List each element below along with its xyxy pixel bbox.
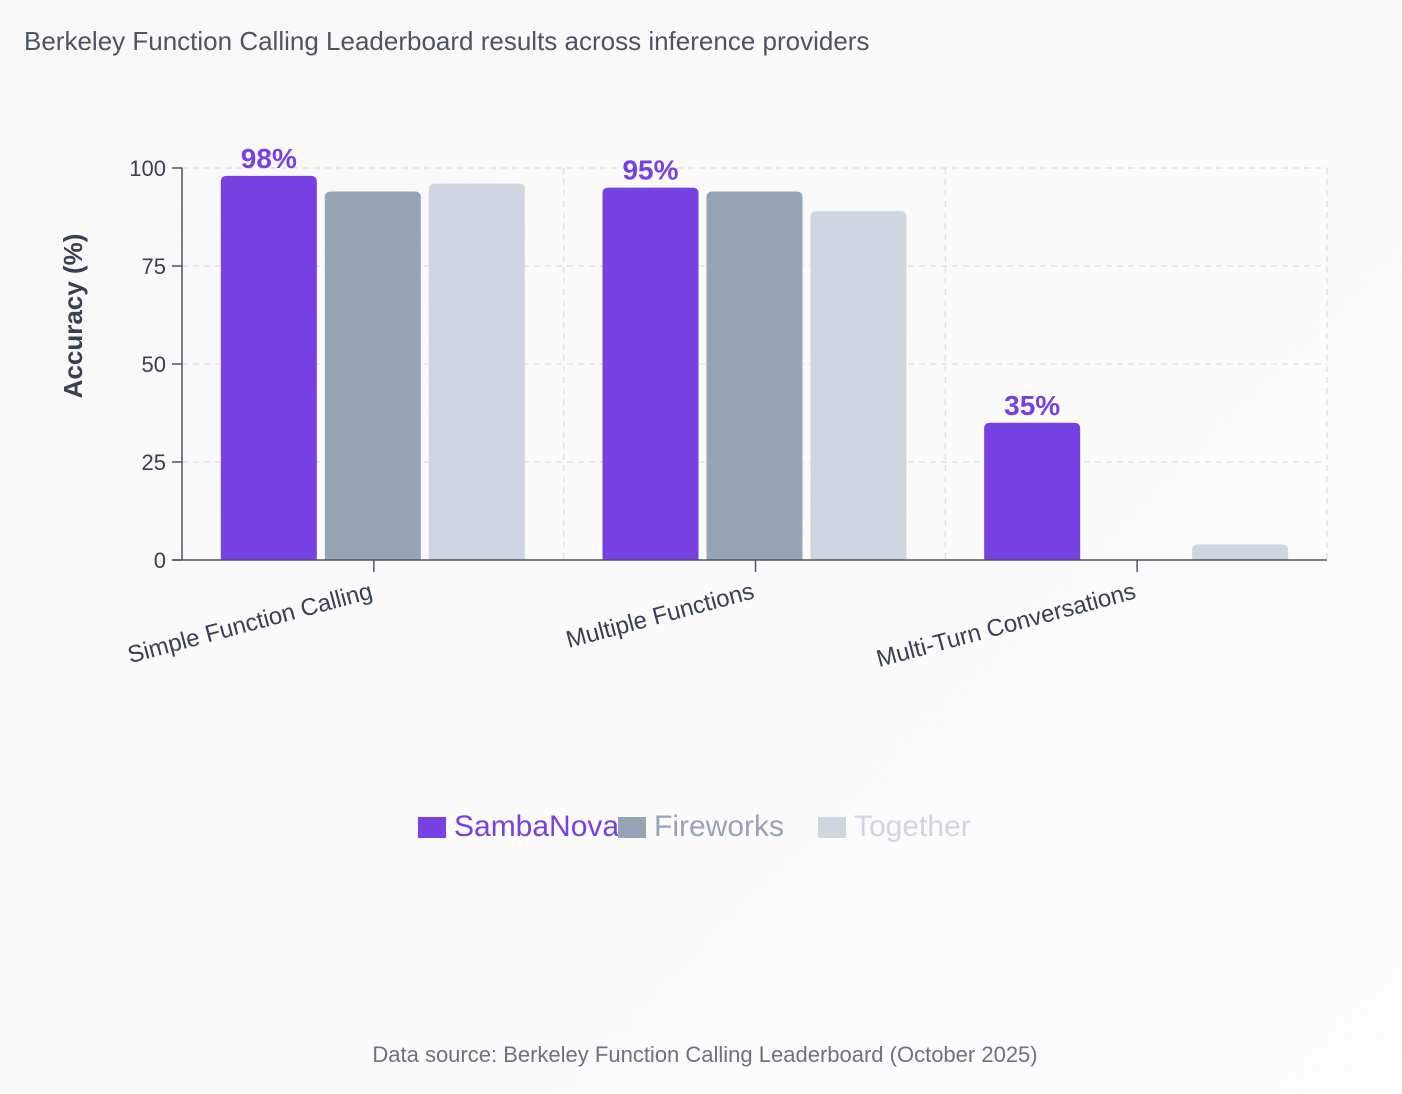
data-source-note: Data source: Berkeley Function Calling L… bbox=[372, 1042, 1038, 1067]
data-label: 35% bbox=[1004, 390, 1060, 421]
bar-together-1 bbox=[428, 183, 525, 560]
legend-swatch-sambanova bbox=[418, 817, 446, 838]
bar-together-2 bbox=[810, 211, 907, 560]
y-tick-label: 25 bbox=[142, 450, 166, 475]
legend-label-together: Together bbox=[854, 810, 971, 843]
chart-title: Berkeley Function Calling Leaderboard re… bbox=[24, 26, 870, 56]
x-tick-label: Multiple Functions bbox=[563, 578, 757, 654]
legend-swatch-together bbox=[818, 817, 846, 838]
y-tick-label: 50 bbox=[142, 352, 166, 377]
bar-sambanova-1 bbox=[220, 175, 317, 560]
data-label: 98% bbox=[241, 143, 297, 174]
bar-together-3 bbox=[1192, 544, 1289, 560]
legend-swatch-fireworks bbox=[618, 817, 646, 838]
y-axis-title: Accuracy (%) bbox=[58, 234, 88, 399]
x-tick-label: Simple Function Calling bbox=[125, 578, 376, 669]
bar-sambanova-2 bbox=[602, 187, 699, 560]
y-tick-label: 0 bbox=[154, 548, 166, 573]
legend-label-fireworks: Fireworks bbox=[654, 810, 784, 843]
data-label: 95% bbox=[622, 155, 678, 186]
bar-sambanova-3 bbox=[984, 422, 1081, 560]
bar-chart: 98% 95% 35% 0 25 50 75 100 Accuracy (%) Simple Fu… bbox=[58, 143, 1328, 843]
y-tick-label: 75 bbox=[142, 254, 166, 279]
y-tick-label: 100 bbox=[129, 156, 166, 181]
bar-fireworks-2 bbox=[706, 191, 803, 560]
legend-label-sambanova: SambaNova bbox=[454, 810, 619, 843]
x-tick-label: Multi-Turn Conversations bbox=[874, 578, 1139, 673]
bar-fireworks-1 bbox=[324, 191, 421, 560]
